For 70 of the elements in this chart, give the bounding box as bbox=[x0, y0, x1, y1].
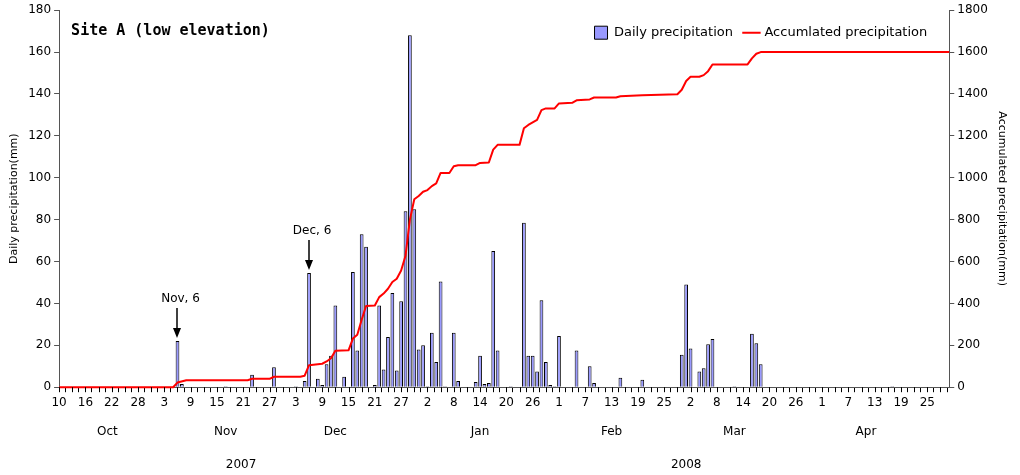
x-tick-label: 3 bbox=[292, 394, 300, 409]
x-tick-label: 2 bbox=[686, 394, 695, 409]
x-tick-label: 7 bbox=[581, 394, 590, 409]
x-tick-label: 28 bbox=[130, 394, 146, 409]
x2-tick-label: Feb bbox=[600, 423, 623, 438]
text: 2007 bbox=[225, 457, 257, 472]
x2-tick-label: Jan bbox=[469, 423, 490, 438]
x-tick-label: 21 bbox=[235, 394, 251, 409]
y-tick-label: 100 bbox=[28, 169, 52, 184]
x-tick-label: 27 bbox=[261, 394, 278, 409]
x2-tick-label: Nov bbox=[214, 423, 238, 438]
y-tick-label: 120 bbox=[28, 127, 52, 142]
x-tick-label: 14 bbox=[735, 394, 751, 409]
y2-tick-label: 0 bbox=[957, 379, 965, 394]
x-tick-label: 16 bbox=[77, 394, 94, 409]
y-tick-label: 20 bbox=[35, 337, 52, 352]
legend-label: Accumlated precipitation bbox=[764, 24, 928, 40]
x-tick-label: 13 bbox=[867, 394, 883, 409]
x-tick-label: 15 bbox=[209, 394, 225, 409]
x-tick-label: 20 bbox=[498, 394, 515, 409]
y-tick-label: 180 bbox=[28, 2, 52, 17]
x2-tick-label: Mar bbox=[723, 423, 746, 438]
x-tick-label: 7 bbox=[844, 394, 853, 409]
x-tick-label: 25 bbox=[656, 394, 672, 409]
x-tick-label: 27 bbox=[393, 394, 409, 409]
x-tick-label: 26 bbox=[788, 394, 804, 409]
y-tick-label: 80 bbox=[35, 211, 52, 226]
annotation: Dec, 6 bbox=[292, 223, 332, 238]
y2-tick-label: 1200 bbox=[957, 127, 988, 142]
annotation: Nov, 6 bbox=[161, 291, 200, 306]
y2-tick-label: 1000 bbox=[957, 169, 988, 184]
x-tick-label: 14 bbox=[472, 394, 488, 409]
x-tick-label: 10 bbox=[51, 394, 67, 409]
y-tick-label: 0 bbox=[43, 379, 52, 394]
x-tick-label: 19 bbox=[893, 394, 909, 409]
x-tick-label: 1 bbox=[818, 394, 826, 409]
y2-tick-label: 1400 bbox=[957, 86, 988, 101]
y2-tick-label: 1800 bbox=[957, 2, 988, 17]
y-axis-title: Daily precipitation(mm) bbox=[7, 133, 21, 265]
y2-tick-label: 400 bbox=[957, 295, 981, 310]
x2-tick-label: Apr bbox=[855, 423, 877, 438]
x-tick-label: 3 bbox=[160, 394, 169, 409]
y2-tick-label: 800 bbox=[957, 211, 981, 226]
y-tick-label: 60 bbox=[35, 253, 52, 268]
text: 2008 bbox=[670, 457, 702, 472]
x-tick-label: 2 bbox=[423, 394, 432, 409]
text: Site A (low elevation) bbox=[71, 21, 270, 40]
y2-tick-label: 1600 bbox=[957, 44, 988, 59]
y-tick-label: 140 bbox=[28, 86, 52, 101]
y-tick-label: 160 bbox=[28, 44, 52, 59]
x-tick-label: 21 bbox=[367, 394, 383, 409]
x-tick-label: 22 bbox=[104, 394, 120, 409]
legend-label: Daily precipitation bbox=[614, 24, 733, 40]
y2-tick-label: 600 bbox=[957, 253, 981, 268]
x-tick-label: 8 bbox=[449, 394, 458, 409]
x2-tick-label: Oct bbox=[96, 423, 119, 438]
x-tick-label: 26 bbox=[525, 394, 541, 409]
x-tick-label: 1 bbox=[555, 394, 563, 409]
x-tick-label: 15 bbox=[340, 394, 357, 409]
x-tick-label: 19 bbox=[630, 394, 646, 409]
x-tick-label: 8 bbox=[713, 394, 721, 409]
y2-tick-label: 200 bbox=[957, 337, 981, 352]
x-tick-label: 25 bbox=[919, 394, 935, 409]
x-tick-label: 20 bbox=[761, 394, 778, 409]
y-tick-label: 40 bbox=[35, 295, 52, 310]
x2-tick-label: Dec bbox=[323, 423, 347, 438]
x-tick-label: 13 bbox=[603, 394, 620, 409]
x-tick-label: 9 bbox=[186, 394, 195, 409]
y2-axis-title: Accumulated precipitation(mm) bbox=[995, 111, 1009, 287]
x-tick-label: 9 bbox=[318, 394, 327, 409]
